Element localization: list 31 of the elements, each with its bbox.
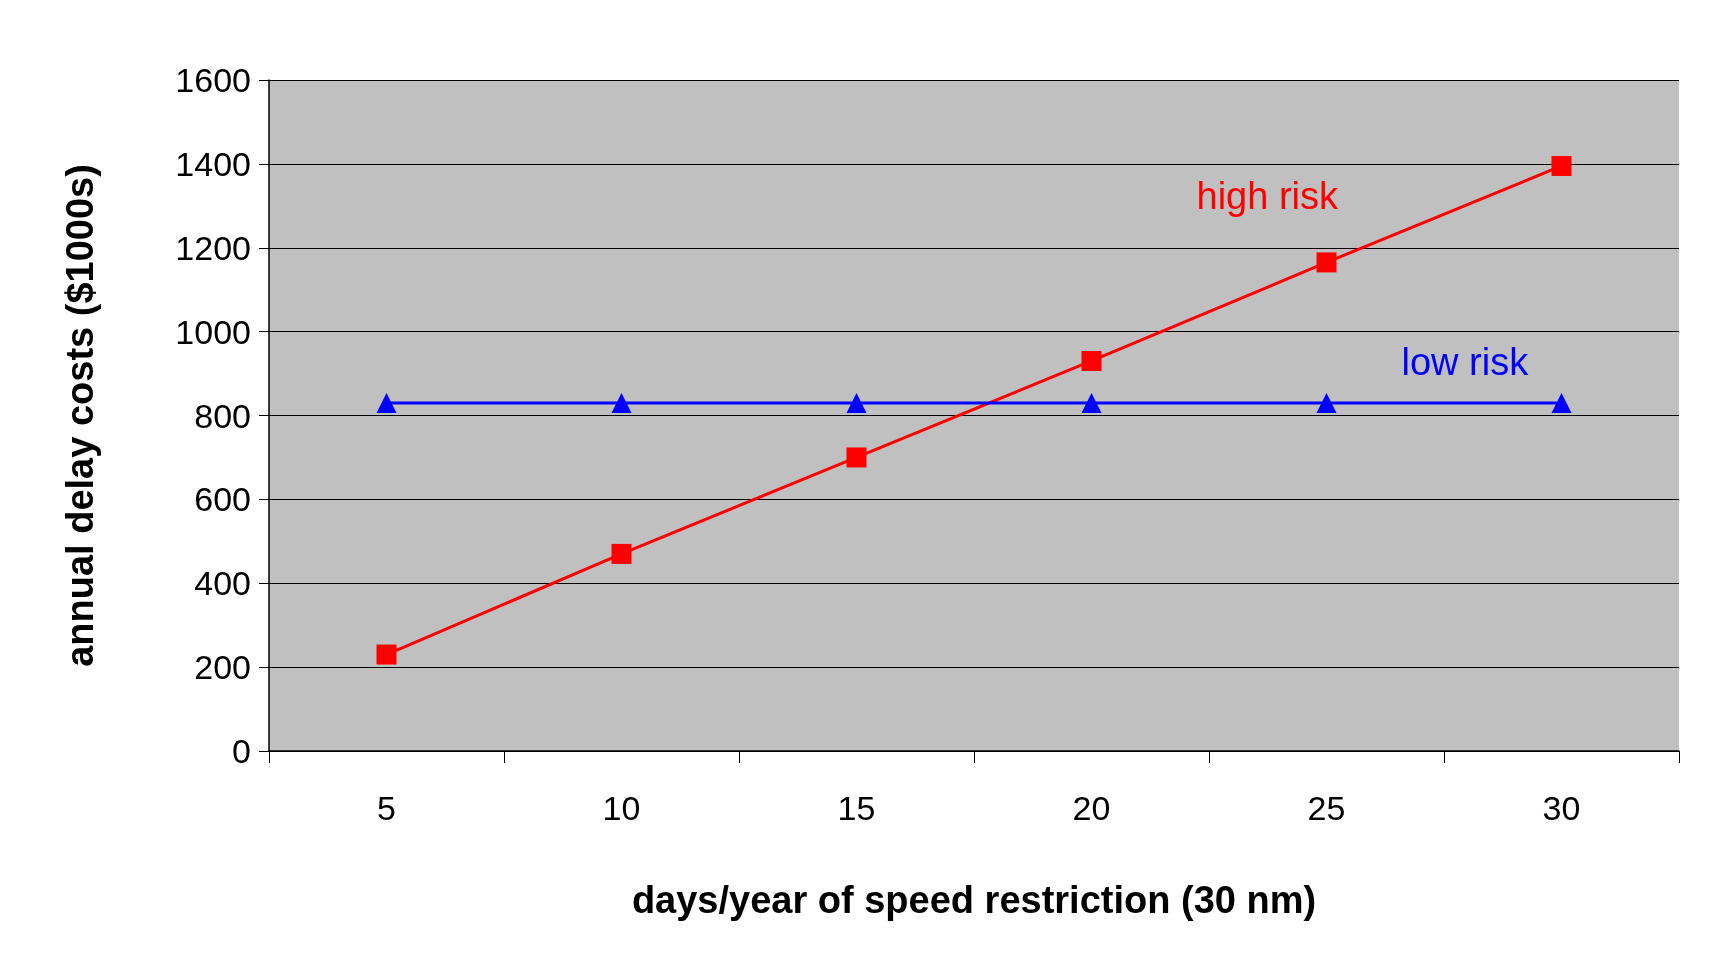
series-label: low risk	[1401, 340, 1530, 383]
point	[1551, 392, 1572, 413]
point	[846, 392, 867, 413]
point	[376, 392, 397, 413]
x-tick-label: 20	[1072, 789, 1111, 827]
y-axis-title: annual delay costs ($1000s)	[59, 164, 101, 667]
x-tick-label: 30	[1542, 789, 1581, 827]
point	[1081, 350, 1102, 371]
y-tick-label: 600	[194, 480, 251, 519]
x-axis-title: days/year of speed restriction (30 nm)	[631, 879, 1317, 921]
point	[1316, 252, 1337, 273]
series-label: high risk	[1196, 175, 1339, 218]
x-tick-label: 10	[602, 789, 641, 827]
point	[846, 447, 867, 468]
y-tick-label: 800	[194, 396, 251, 435]
point	[376, 644, 397, 665]
x-tick-label: 5	[377, 789, 396, 827]
point	[1316, 392, 1337, 413]
y-tick-label: 1400	[175, 144, 251, 183]
point	[611, 543, 632, 564]
x-tick-label: 25	[1307, 789, 1346, 827]
y-tick-label: 1200	[175, 228, 251, 267]
y-tick-label: 0	[232, 732, 251, 770]
y-tick-label: 1000	[175, 312, 251, 351]
y-tick-label: 400	[194, 564, 251, 603]
point	[1081, 392, 1102, 413]
y-tick-label: 1600	[175, 61, 251, 99]
point	[611, 392, 632, 413]
y-tick-label: 200	[194, 648, 251, 687]
point	[1551, 155, 1572, 176]
x-tick-label: 15	[837, 789, 876, 827]
